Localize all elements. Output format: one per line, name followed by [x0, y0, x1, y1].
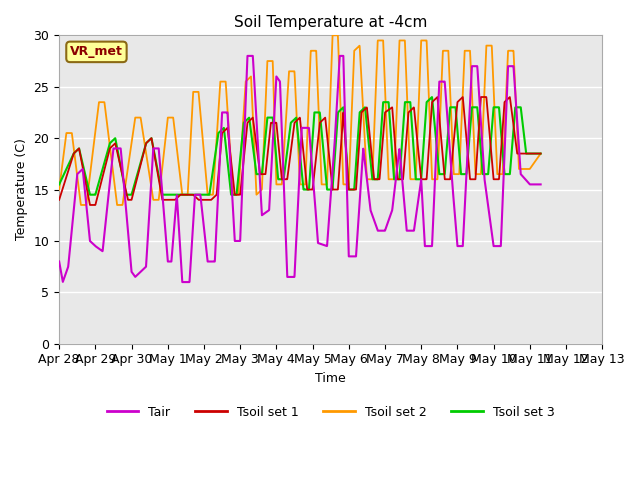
Y-axis label: Temperature (C): Temperature (C) — [15, 139, 28, 240]
Legend: Tair, Tsoil set 1, Tsoil set 2, Tsoil set 3: Tair, Tsoil set 1, Tsoil set 2, Tsoil se… — [102, 401, 559, 424]
Title: Soil Temperature at -4cm: Soil Temperature at -4cm — [234, 15, 428, 30]
Text: VR_met: VR_met — [70, 46, 123, 59]
X-axis label: Time: Time — [316, 372, 346, 385]
